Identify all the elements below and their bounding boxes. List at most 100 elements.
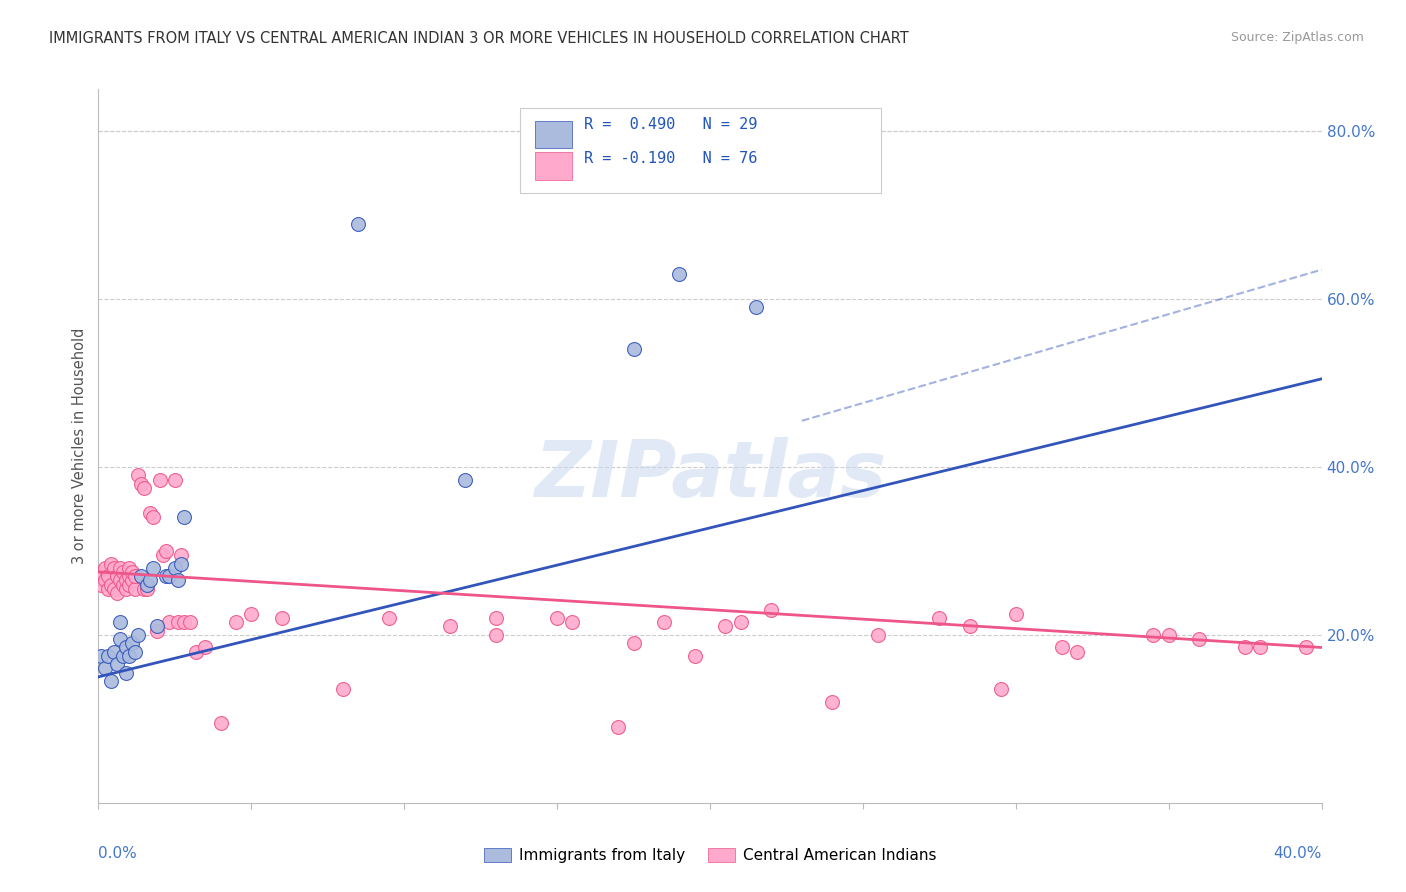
Point <box>179 615 201 630</box>
Point <box>93 574 115 588</box>
Point <box>1066 645 1088 659</box>
FancyBboxPatch shape <box>536 120 572 148</box>
Point <box>118 560 141 574</box>
Y-axis label: 3 or more Vehicles in Household: 3 or more Vehicles in Household <box>72 328 87 564</box>
Point <box>1249 640 1271 655</box>
Text: R =  0.490   N = 29: R = 0.490 N = 29 <box>583 118 758 132</box>
Point <box>124 645 146 659</box>
Point <box>142 560 165 574</box>
Point <box>118 648 141 663</box>
Point <box>105 569 128 583</box>
Point <box>155 569 177 583</box>
Point <box>115 640 138 655</box>
Point <box>103 560 125 574</box>
Point <box>118 577 141 591</box>
Point <box>121 565 143 579</box>
Point <box>108 560 131 574</box>
Point <box>111 648 134 663</box>
Point <box>90 565 112 579</box>
Point <box>163 473 186 487</box>
Point <box>127 468 149 483</box>
Point <box>124 569 146 583</box>
Point <box>225 615 247 630</box>
Point <box>1142 628 1164 642</box>
Point <box>115 665 138 680</box>
Point <box>1050 640 1073 655</box>
Point <box>668 267 690 281</box>
Point <box>108 632 131 646</box>
Point <box>145 624 167 638</box>
Point <box>623 343 645 357</box>
Point <box>209 716 232 731</box>
Point <box>378 611 401 625</box>
Point <box>100 674 122 689</box>
Point <box>97 648 120 663</box>
Point <box>139 574 162 588</box>
Point <box>1295 640 1317 655</box>
Point <box>149 473 172 487</box>
Point <box>485 628 508 642</box>
Legend: Immigrants from Italy, Central American Indians: Immigrants from Italy, Central American … <box>484 848 936 863</box>
Point <box>240 607 263 621</box>
Point <box>821 695 844 709</box>
Point <box>730 615 752 630</box>
Point <box>97 582 120 596</box>
Point <box>194 640 217 655</box>
Point <box>108 574 131 588</box>
Point <box>170 557 193 571</box>
Point <box>167 574 190 588</box>
Point <box>170 548 193 562</box>
Point <box>134 481 156 495</box>
FancyBboxPatch shape <box>520 109 882 193</box>
Point <box>136 577 159 591</box>
Point <box>1234 640 1257 655</box>
Point <box>157 569 180 583</box>
Point <box>142 510 165 524</box>
Point <box>745 301 768 315</box>
Text: 0.0%: 0.0% <box>98 846 138 861</box>
Point <box>115 574 138 588</box>
Point <box>93 661 115 675</box>
Point <box>332 682 354 697</box>
Point <box>439 619 461 633</box>
Point <box>155 544 177 558</box>
Point <box>118 569 141 583</box>
Point <box>623 636 645 650</box>
Point <box>347 217 370 231</box>
Point <box>100 557 122 571</box>
Point <box>111 577 134 591</box>
Point <box>157 615 180 630</box>
Point <box>683 648 706 663</box>
Point <box>546 611 568 625</box>
Point <box>163 560 186 574</box>
Point <box>103 645 125 659</box>
Point <box>90 577 112 591</box>
Point <box>105 657 128 672</box>
FancyBboxPatch shape <box>536 152 572 180</box>
Point <box>868 628 890 642</box>
Point <box>129 476 152 491</box>
Point <box>97 569 120 583</box>
Point <box>121 574 143 588</box>
Point <box>186 645 208 659</box>
Point <box>1188 632 1211 646</box>
Point <box>100 577 122 591</box>
Text: R = -0.190   N = 76: R = -0.190 N = 76 <box>583 151 758 166</box>
Point <box>145 619 167 633</box>
Point <box>607 720 630 734</box>
Point <box>103 582 125 596</box>
Point <box>959 619 981 633</box>
Point <box>139 506 162 520</box>
Point <box>1157 628 1180 642</box>
Text: IMMIGRANTS FROM ITALY VS CENTRAL AMERICAN INDIAN 3 OR MORE VEHICLES IN HOUSEHOLD: IMMIGRANTS FROM ITALY VS CENTRAL AMERICA… <box>49 31 908 46</box>
Point <box>115 582 138 596</box>
Point <box>136 582 159 596</box>
Point <box>134 582 156 596</box>
Point <box>167 615 190 630</box>
Point <box>152 548 174 562</box>
Text: Source: ZipAtlas.com: Source: ZipAtlas.com <box>1230 31 1364 45</box>
Point <box>90 648 112 663</box>
Point <box>928 611 950 625</box>
Point <box>270 611 292 625</box>
Point <box>652 615 675 630</box>
